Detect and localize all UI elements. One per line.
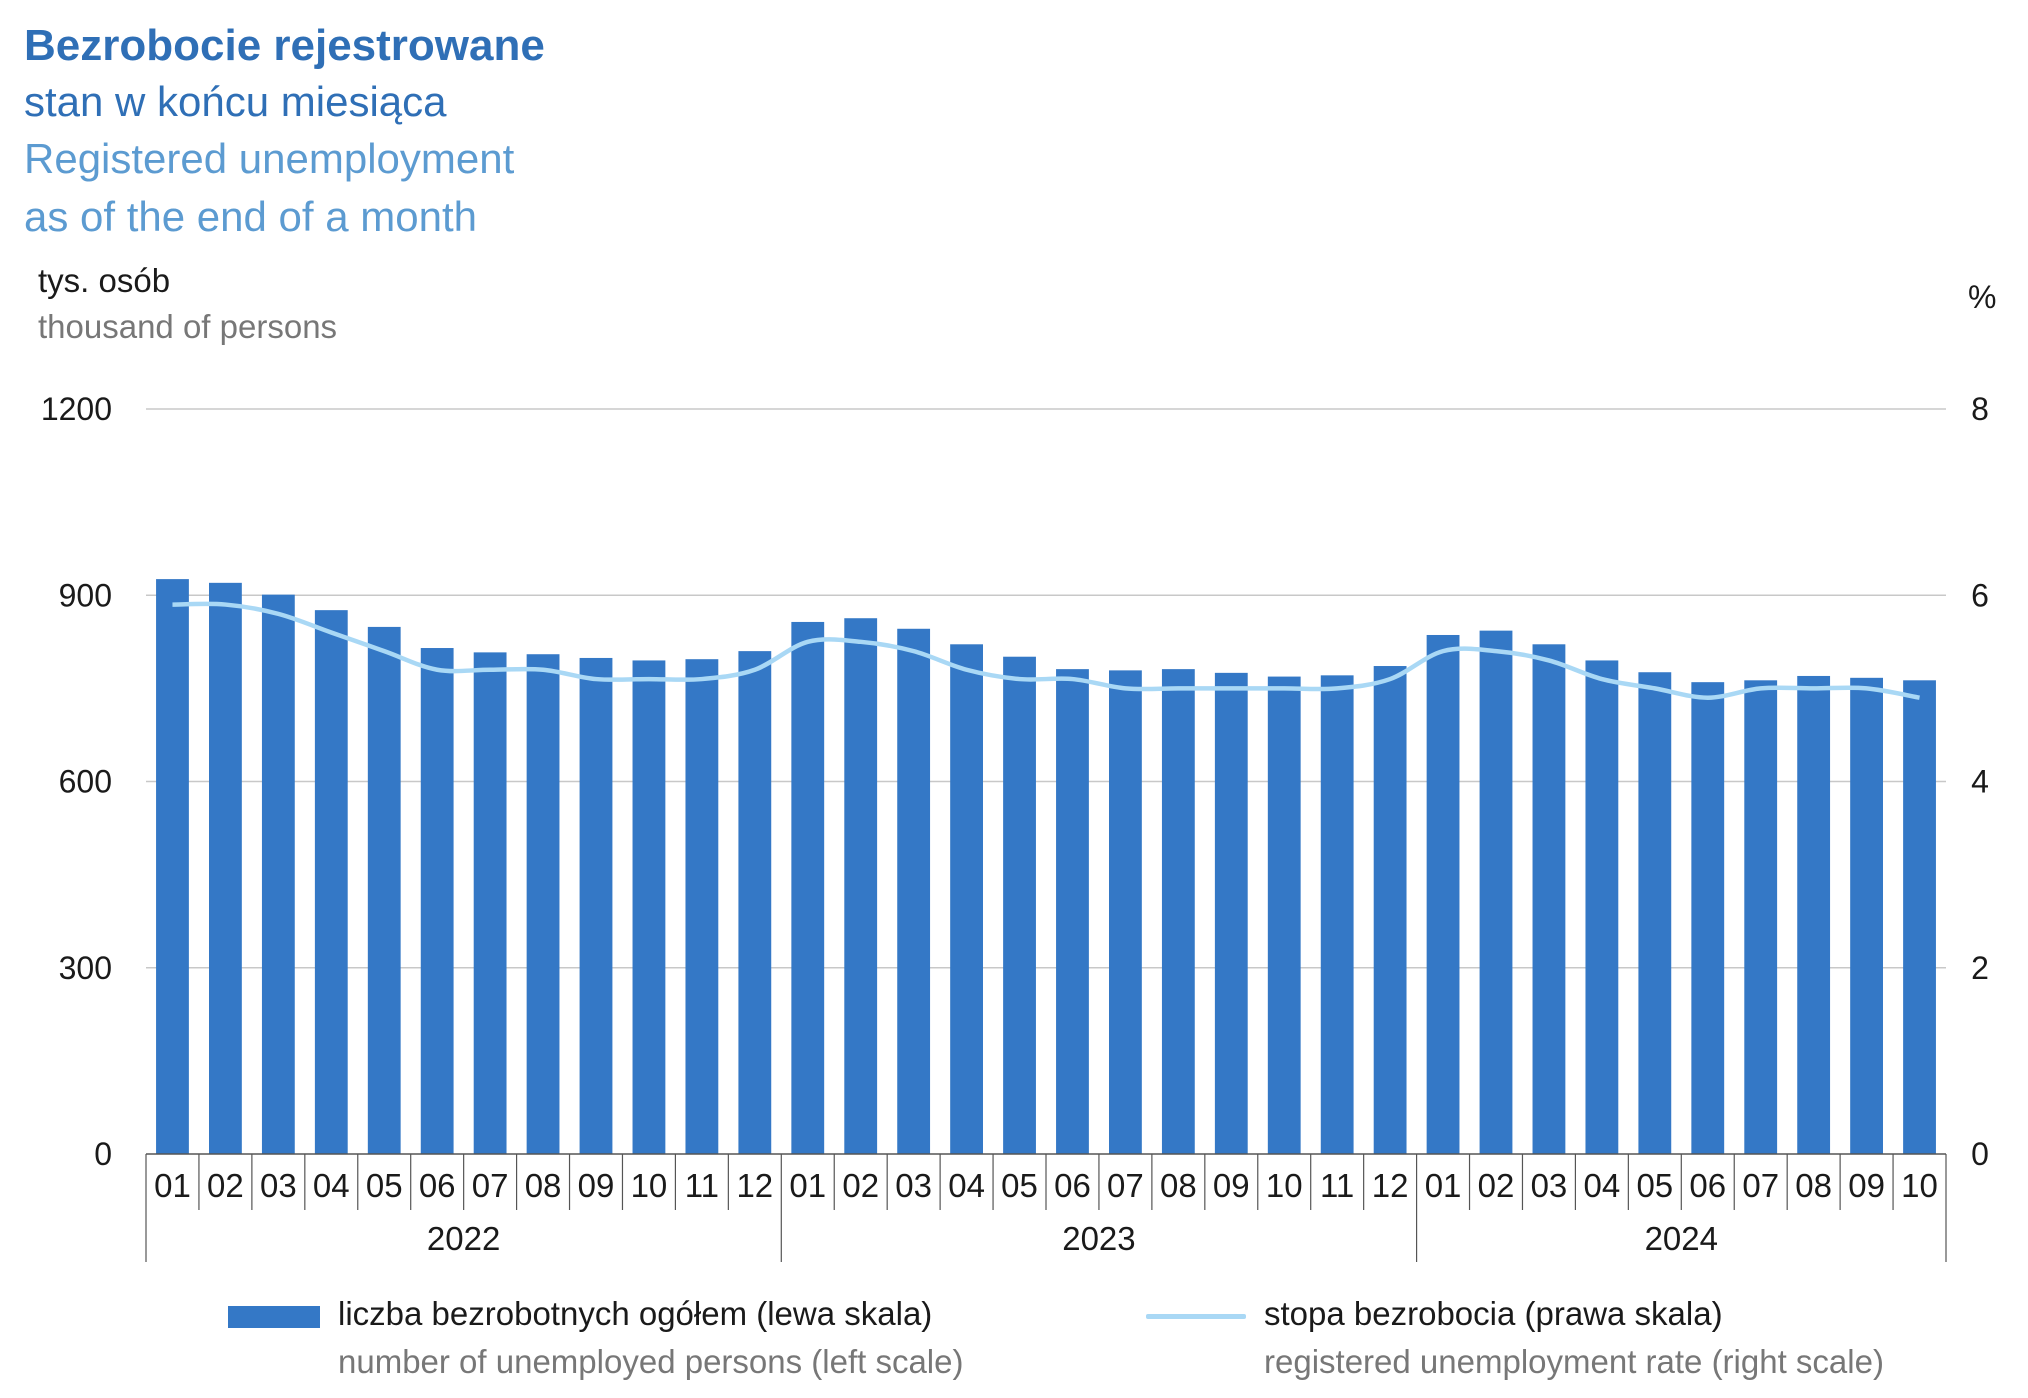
category-label: 07 [1742,1167,1779,1204]
bar [1109,670,1142,1154]
chart-subtitle-pl: stan w końcu miesiąca [24,78,447,125]
bar [632,660,666,1154]
category-label: 01 [1425,1167,1462,1204]
category-label: 12 [1372,1167,1409,1204]
year-label: 2024 [1645,1220,1718,1257]
bar [579,657,613,1154]
bar [791,621,825,1154]
bar [473,652,507,1154]
category-label: 09 [578,1167,615,1204]
category-label: 10 [1901,1167,1938,1204]
bar [156,579,189,1154]
legend-bar-label-en: number of unemployed persons (left scale… [338,1343,964,1380]
bar [1744,680,1778,1154]
legend-swatch-bar [228,1306,320,1328]
category-label: 08 [525,1167,562,1204]
bar [844,618,878,1154]
category-label: 09 [1213,1167,1250,1204]
right-axis-unit: % [1968,279,1997,315]
bar [685,659,719,1154]
year-label: 2022 [427,1220,500,1257]
bar [950,644,983,1154]
bar [367,626,401,1154]
category-label: 11 [685,1167,719,1204]
category-label: 05 [1636,1167,1673,1204]
left-tick-label: 1200 [41,391,112,427]
category-label: 10 [631,1167,668,1204]
bar [1479,630,1513,1154]
bar [420,648,454,1154]
category-label: 03 [895,1167,932,1204]
legend-bar-label-pl: liczba bezrobotnych ogółem (lewa skala) [338,1295,933,1332]
category-label: 02 [207,1167,244,1204]
legend-line-label-en: registered unemployment rate (right scal… [1264,1343,1884,1380]
chart-titles: Bezrobocie rejestrowane stan w końcu mie… [24,18,545,246]
bar [1426,634,1460,1154]
category-label: 08 [1160,1167,1197,1204]
category-label: 09 [1848,1167,1885,1204]
category-label: 02 [1478,1167,1515,1204]
bar [1056,669,1089,1154]
category-label: 06 [1054,1167,1091,1204]
category-label: 01 [789,1167,826,1204]
category-label: 06 [1689,1167,1726,1204]
bar [1161,669,1195,1154]
bar [314,610,348,1154]
category-label: 05 [1001,1167,1038,1204]
bar [738,651,772,1154]
left-tick-label: 600 [59,764,112,800]
category-label: 01 [154,1167,191,1204]
category-label: 11 [1320,1167,1354,1204]
bar [1585,660,1619,1154]
category-label: 04 [1584,1167,1621,1204]
bar [1903,680,1936,1154]
category-label: 06 [419,1167,456,1204]
left-tick-label: 0 [94,1136,112,1172]
right-tick-label: 0 [1971,1136,1989,1172]
bar [1267,676,1301,1154]
left-axis-unit: tys. osób thousand of persons [38,258,337,350]
chart-title-en: Registered unemployment [24,135,515,182]
legend-line-label-pl: stopa bezrobocia (prawa skala) [1264,1295,1723,1332]
legend-swatch-line [1146,1314,1246,1319]
right-tick-label: 8 [1971,391,1989,427]
bar [1373,666,1407,1154]
category-label: 02 [842,1167,879,1204]
bar [209,582,242,1154]
right-tick-label: 2 [1971,950,1989,986]
left-tick-label: 300 [59,950,112,986]
category-label: 07 [1107,1167,1144,1204]
category-label: 04 [948,1167,985,1204]
chart-subtitle-en: as of the end of a month [24,193,477,240]
chart-title-pl: Bezrobocie rejestrowane [24,21,545,70]
category-label: 03 [1531,1167,1568,1204]
category-label: 07 [472,1167,509,1204]
category-label: 04 [313,1167,350,1204]
left-axis-unit-pl: tys. osób [38,262,171,299]
category-label: 12 [736,1167,773,1204]
year-label: 2023 [1062,1220,1135,1257]
bar [1532,644,1566,1154]
category-label: 08 [1795,1167,1832,1204]
bar [1691,682,1725,1154]
bar [1320,675,1354,1154]
category-label: 05 [366,1167,403,1204]
bar [1214,672,1248,1154]
bar [261,594,295,1154]
category-label: 10 [1266,1167,1303,1204]
bar [1850,677,1883,1154]
bar [897,628,931,1154]
right-tick-label: 4 [1971,764,1989,800]
bar [526,654,560,1154]
bar [1638,672,1672,1154]
right-tick-label: 6 [1971,577,1989,613]
bar [1003,656,1036,1154]
category-label: 03 [260,1167,297,1204]
left-axis-unit-en: thousand of persons [38,308,338,345]
bar [1797,675,1831,1154]
rate-line [172,601,1920,700]
left-tick-label: 900 [59,577,112,613]
